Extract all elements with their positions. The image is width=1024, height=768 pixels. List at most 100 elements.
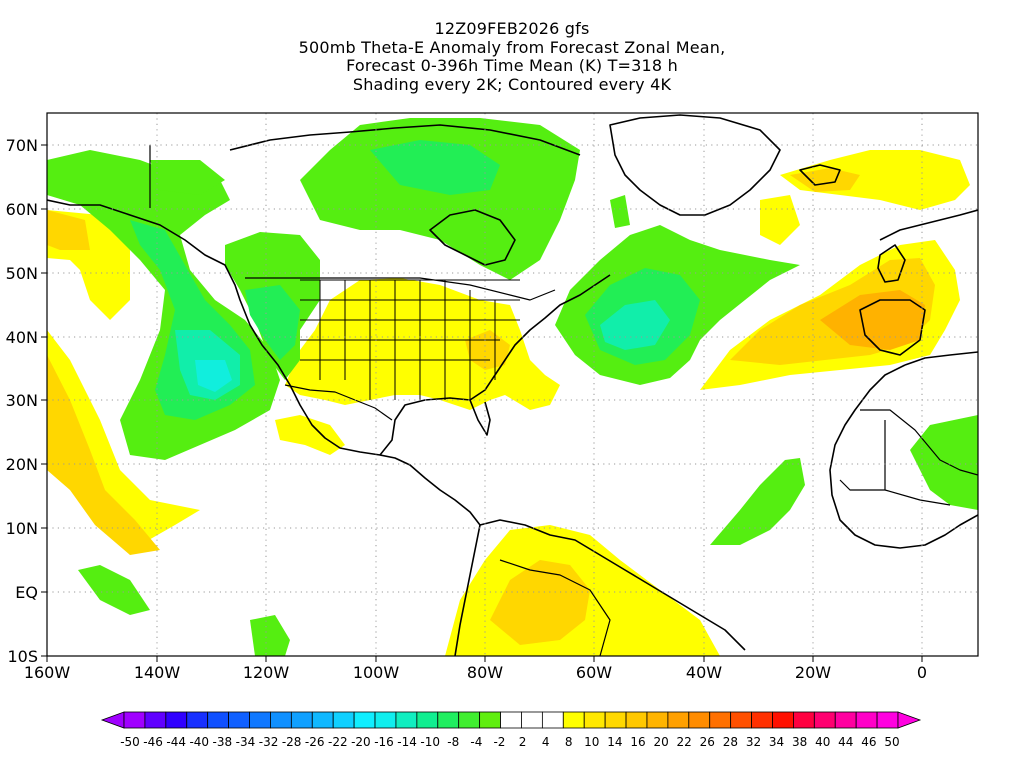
- colorbar-min-arrow: [100, 711, 125, 729]
- colorbar-swatch: [625, 711, 648, 729]
- colorbar-swatch: [311, 711, 334, 729]
- lat-label-70n: 70N: [6, 136, 38, 155]
- colorbar-swatch: [123, 711, 146, 729]
- colorbar-label: 46: [861, 735, 876, 749]
- lon-label-160w: 160W: [24, 663, 71, 682]
- warm-mexico-yellow: [275, 415, 345, 455]
- colorbar-swatch: [730, 711, 752, 729]
- colorbar-swatch: [834, 711, 857, 729]
- colorbar-label: -14: [397, 735, 417, 749]
- axis-ticks: [41, 144, 923, 662]
- warm-southamerica-gold: [490, 560, 590, 645]
- lat-label-10n: 10N: [6, 519, 38, 538]
- lat-lon-gridlines: [47, 113, 978, 656]
- colorbar-label: 32: [746, 735, 761, 749]
- colorbar-label: -44: [166, 735, 186, 749]
- colorbar-label: -50: [120, 735, 140, 749]
- colorbar-swatch: [270, 711, 292, 729]
- colorbar-label: -10: [420, 735, 440, 749]
- colorbar-label: 16: [630, 735, 645, 749]
- colorbar-label: -2: [493, 735, 505, 749]
- uk: [877, 244, 906, 283]
- lon-label-100w: 100W: [353, 663, 400, 682]
- colorbar-label: 20: [653, 735, 668, 749]
- colorbar-label: -34: [236, 735, 256, 749]
- title-line-shading: Shading every 2K; Contoured every 4K: [352, 74, 672, 94]
- iberia: [859, 299, 926, 356]
- colorbar-swatch: [876, 711, 899, 729]
- cool-west-us-teal: [245, 285, 300, 360]
- coastlines: [47, 114, 978, 656]
- us-canada-border: [245, 277, 556, 301]
- colorbar-label: 28: [723, 735, 738, 749]
- colorbar-swatch: [228, 711, 250, 729]
- greenland: [609, 114, 781, 216]
- colorbar-label: 2: [519, 735, 527, 749]
- lat-labels: 70N 60N 50N 40N 30N 20N 10N EQ 10S: [6, 136, 38, 666]
- colorbar-swatch: [667, 711, 690, 729]
- lon-label-20w: 20W: [795, 663, 831, 682]
- colorbar-swatch: [583, 711, 606, 729]
- colorbar-label: 50: [884, 735, 899, 749]
- iceland: [799, 164, 841, 186]
- colorbar-label: -28: [282, 735, 302, 749]
- lat-label-30n: 30N: [6, 391, 38, 410]
- colorbar-swatch: [751, 711, 773, 729]
- lat-label-50n: 50N: [6, 264, 38, 283]
- cool-pacific-cyan: [195, 360, 232, 392]
- warm-north-atlantic-yellow: [760, 195, 800, 245]
- lon-labels: 160W 140W 120W 100W 80W 60W 40W 20W 0: [24, 663, 927, 682]
- colorbar-swatch: [521, 711, 543, 729]
- colorbar-swatch: [813, 711, 836, 729]
- colorbar-label: -46: [143, 735, 163, 749]
- lon-label-140w: 140W: [134, 663, 181, 682]
- map-title-block: 12Z09FEB2026 gfs 500mb Theta-E Anomaly f…: [0, 19, 1024, 94]
- colorbar-swatch: [604, 711, 627, 729]
- lat-label-20n: 20N: [6, 455, 38, 474]
- lat-label-60n: 60N: [6, 200, 38, 219]
- colorbar-label: -16: [374, 735, 394, 749]
- europe-coast: [879, 209, 978, 241]
- warm-iberia-orange: [820, 290, 925, 350]
- lon-label-60w: 60W: [576, 663, 612, 682]
- us-mexico-border: [284, 384, 393, 421]
- colorbar-swatch: [353, 711, 376, 729]
- colorbar-label: 22: [677, 735, 692, 749]
- colorbar-swatch: [332, 711, 355, 729]
- warm-pacific-northwest-gold: [47, 210, 90, 250]
- colorbar-label: 44: [838, 735, 853, 749]
- colorbar-label: -20: [351, 735, 371, 749]
- warm-greenland-east-gold: [790, 168, 860, 192]
- colorbar-label: -40: [189, 735, 209, 749]
- colorbar-label: 14: [607, 735, 622, 749]
- cool-canada-teal: [370, 140, 500, 195]
- colorbar-swatch: [374, 711, 397, 729]
- colorbar-label: 26: [700, 735, 715, 749]
- colorbar-swatch: [772, 711, 794, 729]
- canada-arctic-coast: [229, 124, 581, 156]
- warm-us-yellow: [285, 278, 560, 410]
- cool-greenland-south-green: [610, 195, 630, 228]
- lat-label-10s: 10S: [7, 647, 38, 666]
- lon-label-0: 0: [917, 663, 927, 682]
- colorbar-label: -22: [328, 735, 348, 749]
- north-america-coast: [47, 199, 481, 526]
- lat-label-eq: EQ: [15, 583, 38, 602]
- warm-anomaly-layer: [47, 150, 970, 656]
- lon-label-80w: 80W: [467, 663, 503, 682]
- colorbar-label: -4: [470, 735, 482, 749]
- south-america-coast: [479, 519, 746, 651]
- parallels: [47, 144, 978, 593]
- colorbar-swatch: [290, 711, 313, 729]
- cool-canada-green: [300, 118, 580, 280]
- map-frame: [46, 112, 979, 657]
- colorbar-swatch: [144, 711, 167, 729]
- hudson-bay: [429, 209, 516, 266]
- lon-label-40w: 40W: [686, 663, 722, 682]
- colorbar-swatch: [249, 711, 271, 729]
- colorbar-label: 38: [792, 735, 807, 749]
- south-america-west-coast: [454, 524, 481, 656]
- cool-anomaly-layer: [47, 118, 978, 656]
- colorbar-swatch: [186, 711, 209, 729]
